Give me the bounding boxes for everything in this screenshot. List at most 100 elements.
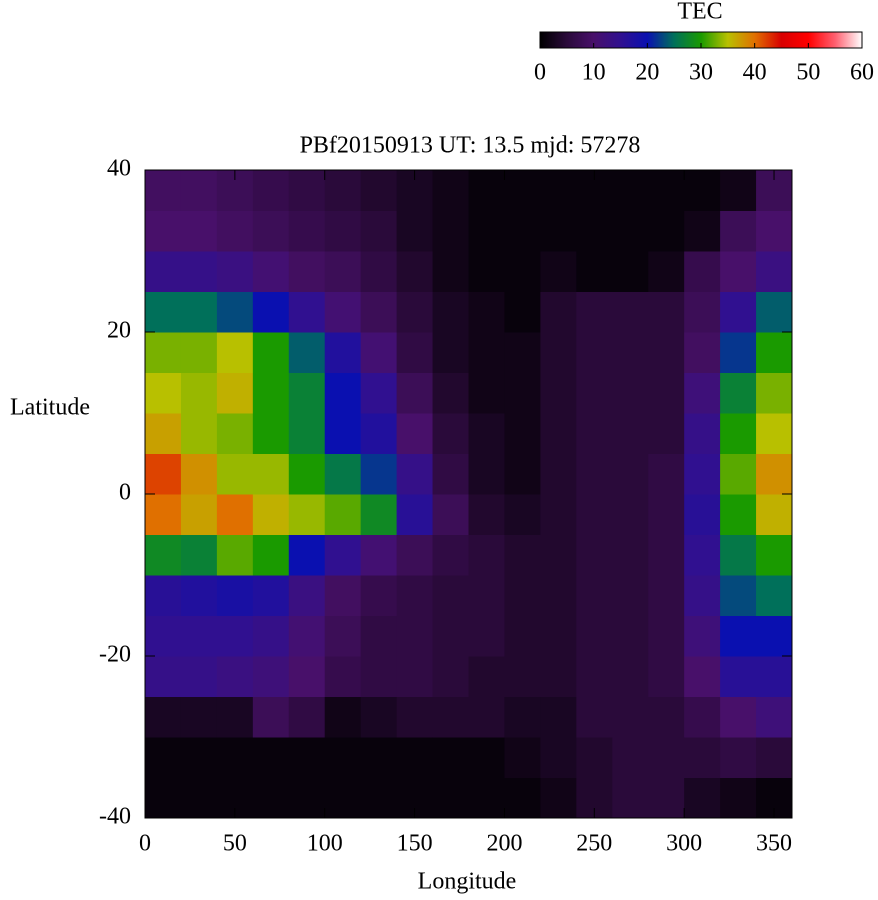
heat-cell — [216, 372, 254, 414]
heat-cell — [756, 494, 793, 535]
heat-cell — [324, 291, 362, 333]
heat-cell — [396, 656, 434, 697]
heat-cell — [145, 575, 182, 616]
heat-cell — [612, 494, 649, 535]
heat-cell — [504, 656, 541, 697]
x-axis-label: Longitude — [418, 869, 517, 895]
heat-cell — [288, 494, 326, 535]
heat-cell — [145, 615, 182, 657]
heat-cell — [720, 534, 757, 576]
heat-cell — [360, 737, 398, 778]
x-tick-label: 250 — [576, 831, 612, 857]
heat-cell — [324, 615, 362, 657]
heat-cell — [180, 494, 218, 535]
heat-cell — [756, 656, 793, 697]
heat-cell — [468, 737, 505, 778]
heat-cell — [396, 615, 434, 657]
heat-cell — [288, 575, 326, 616]
heat-cell — [612, 291, 649, 333]
heat-cell — [612, 453, 649, 495]
heat-cell — [648, 332, 685, 373]
heat-cell — [288, 413, 326, 454]
heat-cell — [540, 777, 577, 819]
heat-cell — [576, 291, 613, 333]
heat-cell — [684, 372, 721, 414]
heat-cell — [756, 534, 793, 576]
heat-cell — [180, 737, 218, 778]
heat-cell — [504, 413, 541, 454]
heat-cell — [180, 453, 218, 495]
colorbar-tick-label: 40 — [743, 60, 767, 86]
heat-cell — [756, 575, 793, 616]
heat-cell — [612, 696, 649, 738]
heat-cell — [396, 332, 434, 373]
heat-cell — [145, 210, 182, 252]
heat-cell — [612, 210, 649, 252]
heat-cell — [432, 210, 469, 252]
heat-cell — [540, 453, 577, 495]
heat-cell — [252, 453, 290, 495]
heat-cell — [576, 737, 613, 778]
heat-cell — [396, 413, 434, 454]
heat-cell — [360, 615, 398, 657]
heat-cell — [396, 251, 434, 292]
heat-cell — [252, 372, 290, 414]
heat-cell — [612, 413, 649, 454]
heat-cell — [540, 615, 577, 657]
y-tick-label: -40 — [99, 804, 131, 830]
x-tick-label: 0 — [139, 831, 151, 857]
heat-cell — [288, 656, 326, 697]
heat-cell — [468, 534, 505, 576]
heat-cell — [252, 534, 290, 576]
heat-cell — [648, 494, 685, 535]
heat-cell — [720, 210, 757, 252]
heat-cell — [252, 291, 290, 333]
heat-cell — [432, 656, 469, 697]
x-tick-label: 200 — [486, 831, 522, 857]
heat-cell — [504, 494, 541, 535]
colorbar-tick-label: 20 — [635, 60, 659, 86]
heat-cell — [216, 251, 254, 292]
heat-cell — [145, 251, 182, 292]
heat-cell — [180, 372, 218, 414]
heat-cell — [756, 615, 793, 657]
heat-cell — [432, 413, 469, 454]
heat-cell — [468, 656, 505, 697]
heat-cell — [756, 332, 793, 373]
heat-cell — [468, 332, 505, 373]
heat-cell — [756, 251, 793, 292]
heat-cell — [252, 737, 290, 778]
heat-cell — [432, 372, 469, 414]
heat-cell — [180, 332, 218, 373]
heat-cell — [540, 251, 577, 292]
heat-cell — [684, 656, 721, 697]
heat-cell — [324, 413, 362, 454]
heat-cell — [612, 656, 649, 697]
y-tick-label: 40 — [107, 156, 131, 182]
heat-cell — [252, 777, 290, 819]
heat-cell — [288, 615, 326, 657]
heat-cell — [432, 777, 469, 819]
heat-cell — [360, 575, 398, 616]
heat-cell — [145, 696, 182, 738]
heat-cell — [288, 534, 326, 576]
heat-cell — [468, 210, 505, 252]
heat-cell — [252, 332, 290, 373]
heat-cell — [324, 656, 362, 697]
heat-cell — [684, 453, 721, 495]
heat-cell — [648, 534, 685, 576]
heat-cell — [684, 251, 721, 292]
heat-cell — [180, 575, 218, 616]
y-tick-label: 0 — [119, 480, 131, 506]
heat-cell — [648, 696, 685, 738]
x-tick-label: 150 — [397, 831, 433, 857]
heat-cell — [360, 170, 398, 211]
y-tick-label: -20 — [99, 642, 131, 668]
heat-cell — [360, 453, 398, 495]
colorbar-tick-label: 60 — [850, 60, 874, 86]
heat-cell — [504, 534, 541, 576]
heat-cell — [432, 737, 469, 778]
heat-cell — [540, 210, 577, 252]
heat-cell — [216, 696, 254, 738]
heat-cell — [612, 575, 649, 616]
